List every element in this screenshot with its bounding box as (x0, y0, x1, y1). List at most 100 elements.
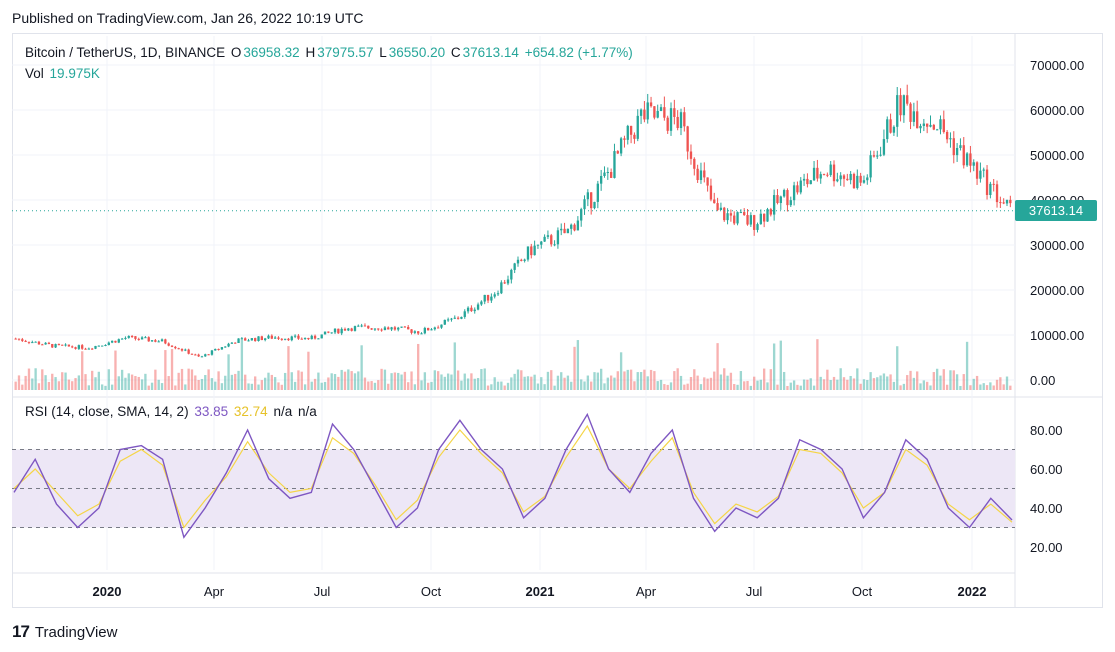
candle-body (277, 337, 280, 339)
candle-body (769, 209, 772, 215)
candle-body (413, 331, 417, 333)
volume-bar (24, 375, 27, 390)
y-tick-label: 30000.00 (1030, 238, 1084, 253)
candle-body (197, 354, 200, 357)
candle-body (663, 107, 666, 118)
candle-body (570, 224, 573, 229)
candle-body (536, 244, 540, 246)
candle-body (254, 338, 257, 342)
volume-bar (590, 381, 593, 390)
candle-body (696, 168, 699, 181)
volume-bar (616, 371, 619, 390)
volume-bar (337, 376, 340, 390)
candle-body (343, 328, 347, 331)
volume-bar (583, 381, 586, 390)
volume-bar (460, 380, 463, 390)
candle-body (377, 328, 380, 330)
volume-bar (104, 385, 107, 390)
volume-bar (852, 378, 856, 390)
price-legend: Bitcoin / TetherUS, 1D, BINANCE O 36958.3… (25, 45, 635, 60)
volume-bar (100, 384, 104, 390)
candle-body (37, 341, 41, 345)
candle-body (71, 346, 74, 348)
volume-bar (300, 371, 303, 390)
candle-body (157, 341, 160, 343)
candle-body (822, 174, 826, 176)
volume-bar (965, 341, 969, 390)
volume-bar (433, 370, 436, 390)
volume-bar (400, 374, 403, 390)
candle-body (54, 344, 57, 348)
candle-body (353, 326, 357, 331)
volume-bar (350, 371, 353, 390)
candle-body (430, 329, 433, 331)
volume-bar (799, 385, 802, 390)
volume-bar (120, 369, 124, 390)
volume-bar (320, 382, 323, 390)
volume-bar (194, 375, 197, 390)
tradingview-brand[interactable]: 17 TradingView (12, 622, 117, 642)
candle-body (84, 348, 87, 350)
y-tick-label: 60000.00 (1030, 103, 1084, 118)
candle-body (852, 173, 856, 189)
volume-bar (51, 373, 54, 390)
candle-body (653, 106, 656, 118)
candle-body (154, 340, 157, 342)
x-tick-label: Apr (636, 584, 657, 599)
volume-bar (566, 375, 570, 390)
volume-bar (387, 383, 390, 390)
volume-bar (446, 373, 450, 390)
volume-bar (679, 375, 683, 390)
candle-body (609, 172, 613, 178)
volume-bar (659, 379, 663, 390)
candle-body (337, 328, 340, 334)
candle-body (629, 125, 633, 135)
volume-bar (340, 369, 343, 390)
candle-body (749, 215, 753, 225)
volume-bar (147, 385, 150, 390)
candle-body (44, 342, 47, 345)
candle-body (204, 354, 207, 357)
candle-body (693, 158, 696, 169)
volume-bar (413, 384, 417, 390)
candle-body (530, 246, 533, 256)
candle-body (410, 329, 413, 333)
volume-bar (769, 369, 772, 390)
symbol-title[interactable]: Bitcoin / TetherUS, 1D, BINANCE (25, 45, 226, 60)
rsi-y-tick-label: 40.00 (1030, 501, 1063, 516)
volume-bar (729, 372, 733, 390)
volume-bar (450, 374, 453, 390)
candle-body (862, 180, 866, 183)
volume-bar (816, 339, 819, 390)
volume-bar (270, 374, 273, 390)
x-tick-label: 2020 (93, 584, 122, 599)
candle-body (550, 235, 553, 245)
candle-body (443, 319, 446, 325)
candle-body (626, 125, 629, 140)
volume-bar (782, 371, 786, 390)
volume-bar (772, 343, 776, 390)
volume-bar (34, 368, 37, 390)
rsi-na-1: n/a (273, 404, 293, 419)
volume-bar (290, 372, 293, 390)
candle-body (217, 348, 220, 350)
candle-body (882, 139, 886, 155)
chart-frame[interactable] (12, 33, 1103, 608)
candle-body (160, 339, 164, 342)
candle-body (909, 103, 912, 122)
volume-label[interactable]: Vol (25, 66, 44, 81)
volume-bar (184, 384, 187, 390)
volume-bar (343, 371, 347, 390)
candle-body (683, 112, 686, 127)
candle-body (194, 354, 197, 356)
volume-bar (842, 377, 846, 390)
candle-body (812, 167, 816, 181)
rsi-label[interactable]: RSI (14, close, SMA, 14, 2) (25, 404, 189, 419)
volume-bar (869, 372, 872, 390)
candle-body (929, 124, 932, 127)
candle-body (490, 296, 493, 301)
candle-body (859, 175, 862, 183)
volume-bar (110, 384, 114, 390)
volume-bar (483, 368, 486, 390)
